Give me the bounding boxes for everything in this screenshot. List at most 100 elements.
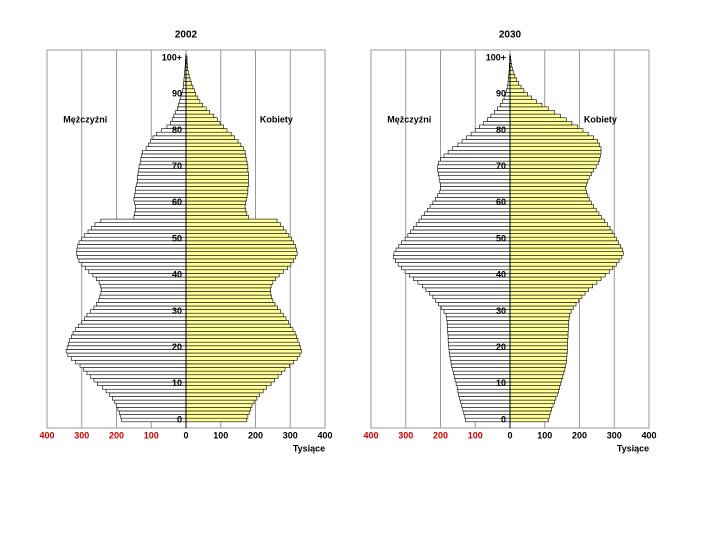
bar bbox=[185, 244, 296, 249]
bar bbox=[509, 396, 557, 401]
bar bbox=[185, 381, 272, 386]
bar bbox=[509, 258, 620, 263]
bar bbox=[66, 345, 187, 350]
bar bbox=[100, 283, 187, 289]
y-tick-label: 30 bbox=[172, 306, 182, 316]
bar bbox=[509, 410, 551, 415]
bar bbox=[509, 345, 568, 350]
bar bbox=[418, 218, 511, 224]
bar bbox=[185, 367, 286, 372]
bar bbox=[509, 92, 528, 97]
y-tick-label: 30 bbox=[496, 306, 506, 316]
bar bbox=[462, 407, 511, 412]
bar bbox=[185, 385, 267, 390]
bar bbox=[509, 142, 600, 147]
bar bbox=[509, 407, 553, 412]
bar bbox=[397, 262, 511, 267]
bar bbox=[509, 139, 598, 144]
bar bbox=[185, 142, 242, 147]
bar bbox=[173, 113, 187, 119]
bar bbox=[185, 269, 284, 274]
bar bbox=[75, 327, 187, 332]
bar bbox=[100, 291, 187, 296]
bar bbox=[509, 99, 537, 104]
bar bbox=[407, 233, 511, 238]
bar bbox=[461, 139, 511, 144]
bar bbox=[490, 113, 511, 119]
x-axis-label: Tysiące bbox=[293, 443, 325, 453]
bar bbox=[83, 367, 187, 372]
bar bbox=[404, 236, 511, 242]
bar bbox=[185, 168, 249, 173]
bar bbox=[185, 374, 279, 379]
bar bbox=[77, 254, 187, 260]
bar bbox=[398, 244, 511, 249]
bar bbox=[94, 222, 187, 227]
bar bbox=[76, 251, 187, 256]
y-tick-label: 40 bbox=[496, 270, 506, 280]
x-axis-label: Tysiące bbox=[617, 443, 649, 453]
bar bbox=[447, 334, 511, 339]
bar bbox=[509, 113, 561, 119]
bar bbox=[509, 367, 566, 372]
bar bbox=[457, 388, 511, 394]
bar bbox=[439, 189, 511, 195]
bar bbox=[509, 124, 579, 129]
bar bbox=[137, 171, 187, 176]
bar bbox=[509, 121, 573, 126]
bar bbox=[460, 399, 511, 405]
bar bbox=[185, 291, 272, 296]
bar bbox=[509, 204, 594, 209]
bar bbox=[185, 316, 287, 321]
bar bbox=[185, 77, 191, 82]
chart-title: 2030 bbox=[499, 30, 522, 41]
bar bbox=[185, 388, 264, 394]
bar bbox=[185, 287, 271, 292]
bar bbox=[185, 399, 255, 405]
bar bbox=[185, 294, 272, 300]
y-tick-label: 80 bbox=[172, 125, 182, 135]
y-tick-label: 60 bbox=[172, 197, 182, 207]
bar bbox=[450, 359, 511, 365]
bar bbox=[509, 102, 543, 108]
bar bbox=[185, 121, 221, 126]
bar bbox=[435, 298, 511, 303]
bar bbox=[142, 150, 187, 155]
bar bbox=[395, 247, 511, 252]
y-tick-label: 10 bbox=[172, 378, 182, 388]
bar bbox=[185, 135, 235, 140]
bar bbox=[509, 150, 602, 155]
x-tick-label: 200 bbox=[572, 430, 587, 440]
bar bbox=[509, 388, 559, 394]
bar bbox=[438, 175, 511, 180]
bar bbox=[185, 102, 203, 108]
bar bbox=[453, 370, 511, 376]
bar bbox=[466, 135, 511, 140]
bar bbox=[185, 226, 284, 231]
x-tick-label: 400 bbox=[39, 430, 54, 440]
bar bbox=[185, 197, 247, 202]
bar bbox=[509, 229, 613, 234]
bar bbox=[185, 345, 301, 350]
bar bbox=[509, 164, 597, 169]
bar bbox=[181, 92, 187, 97]
bar bbox=[458, 392, 511, 397]
bar bbox=[84, 265, 187, 271]
bar bbox=[134, 189, 187, 195]
bar bbox=[100, 287, 187, 292]
bar bbox=[509, 175, 590, 180]
bar bbox=[185, 338, 299, 343]
bar bbox=[185, 124, 224, 129]
bar bbox=[182, 88, 187, 93]
bar bbox=[449, 352, 511, 357]
bar bbox=[185, 175, 249, 180]
bar bbox=[81, 262, 187, 267]
bar bbox=[509, 135, 594, 140]
bar bbox=[133, 215, 187, 220]
bar bbox=[509, 240, 619, 245]
bar bbox=[185, 128, 228, 133]
bar bbox=[509, 189, 587, 195]
bar bbox=[71, 356, 187, 361]
bar bbox=[77, 323, 187, 328]
bar bbox=[446, 320, 511, 325]
